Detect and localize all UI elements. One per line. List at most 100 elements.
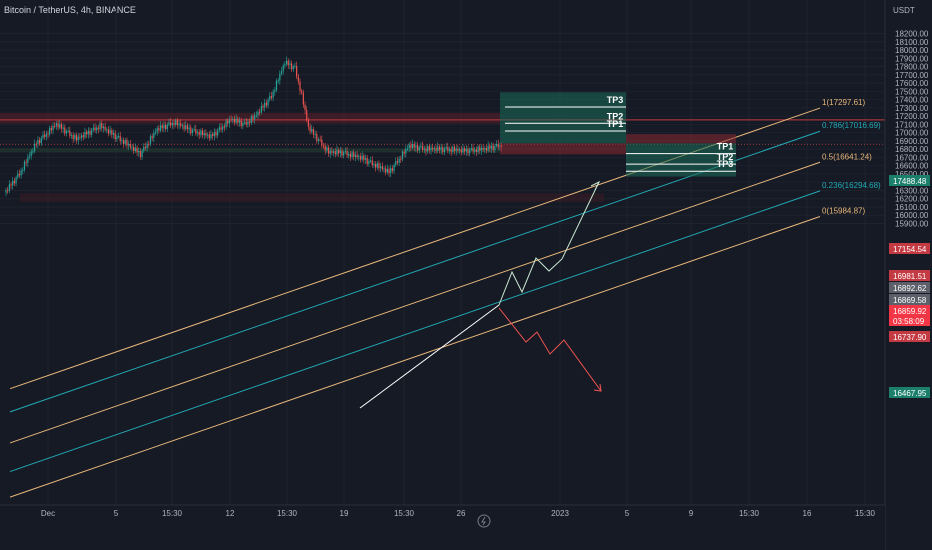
- candle-body: [368, 160, 370, 164]
- bullish-arrow-icon: [590, 180, 601, 191]
- candle-body: [252, 116, 254, 120]
- fib-label: 0.5(16641.24): [822, 152, 872, 161]
- price-tick-label: 16900.00: [895, 137, 929, 146]
- demand-zone: [20, 193, 604, 203]
- candle-body: [20, 170, 22, 176]
- candle-body: [364, 158, 367, 160]
- candle-body: [492, 145, 494, 151]
- candle-body: [299, 81, 301, 91]
- candle-body: [403, 151, 405, 154]
- candle-body: [398, 158, 400, 163]
- candle-body: [460, 149, 462, 153]
- candle-body: [201, 130, 204, 136]
- time-tick-label: 2023: [551, 509, 569, 518]
- candle-body: [383, 168, 385, 170]
- reset-icon[interactable]: [477, 514, 491, 528]
- candle-body: [406, 148, 409, 150]
- candle-body: [427, 146, 429, 152]
- candle-body: [317, 139, 320, 141]
- candle-body: [138, 150, 140, 153]
- price-tick-label: 17800.00: [895, 63, 929, 72]
- candle-body: [242, 122, 244, 127]
- chart-title: Bitcoin / TetherUS, 4h, BINANCE: [4, 5, 136, 15]
- candle-body: [354, 154, 357, 157]
- price-tag: [889, 315, 930, 326]
- candle-body: [285, 60, 288, 65]
- price-tick-label: 17900.00: [895, 54, 929, 63]
- candle-body: [348, 153, 350, 156]
- fib-label: 0(15984.87): [822, 206, 865, 215]
- candle-body: [144, 146, 147, 149]
- candle-body: [423, 148, 425, 150]
- price-tick-label: 18000.00: [895, 46, 929, 55]
- candle-body: [230, 119, 232, 121]
- candle-body: [240, 120, 242, 127]
- candle-body: [490, 145, 493, 149]
- candle-body: [102, 126, 105, 129]
- candle-body: [371, 160, 373, 165]
- candle-body: [178, 123, 180, 126]
- candle-body: [89, 130, 91, 135]
- candle-body: [200, 130, 202, 136]
- candle-body: [477, 146, 479, 153]
- candle-body: [257, 111, 259, 116]
- grid: [0, 0, 885, 505]
- time-axis[interactable]: Dec 5 15:30 12 15:30 19 15:30 26 2023 5 9 15:30 16 15…: [0, 504, 885, 550]
- candle-body: [69, 130, 71, 136]
- time-tick-label: 5: [114, 509, 119, 518]
- candle-body: [324, 145, 326, 151]
- candle-body: [287, 60, 289, 66]
- time-tick-label: 15:30: [277, 509, 298, 518]
- short-stop-zone: [626, 134, 736, 144]
- candle-body: [233, 118, 236, 123]
- candle-body: [87, 130, 89, 135]
- candle-body: [267, 99, 269, 106]
- candle-body: [42, 134, 44, 138]
- candle-body: [223, 126, 225, 128]
- price-tag: [889, 270, 930, 281]
- candle-body: [469, 149, 471, 154]
- candle-body: [149, 136, 152, 144]
- candle-body: [17, 173, 19, 178]
- candle-body: [302, 92, 304, 105]
- price-tick-label: 16800.00: [895, 145, 929, 154]
- long-target-label: TP3: [607, 95, 624, 105]
- price-tag-label: 16859.92: [893, 307, 927, 316]
- candle-body: [450, 149, 452, 152]
- candle-body: [274, 90, 276, 92]
- candle-body: [333, 151, 335, 153]
- resistance-zone: [0, 112, 500, 124]
- candle-body: [349, 153, 351, 158]
- candle-body: [75, 135, 78, 141]
- candle-body: [282, 65, 284, 72]
- candle-body: [329, 150, 331, 154]
- candle-body: [10, 184, 12, 186]
- candle-body: [339, 150, 341, 154]
- projection-paths: [359, 180, 602, 409]
- candle-body: [410, 144, 412, 149]
- candle-body: [280, 71, 283, 74]
- candle-body: [415, 145, 417, 148]
- candle-body: [47, 133, 49, 135]
- candle-body: [358, 156, 360, 158]
- candle-body: [292, 66, 294, 70]
- candle-body: [270, 96, 273, 98]
- candle-body: [190, 127, 192, 134]
- candle-body: [67, 130, 69, 132]
- candle-body: [235, 118, 237, 123]
- candle-body: [420, 145, 422, 148]
- candle-body: [188, 127, 190, 130]
- bullish-path: [498, 181, 600, 306]
- price-tick-label: 17400.00: [895, 96, 929, 105]
- candle-body: [482, 147, 484, 150]
- candle-body: [77, 136, 79, 141]
- candle-body: [168, 122, 170, 125]
- price-tick-label: 17600.00: [895, 79, 929, 88]
- candle-body: [92, 127, 94, 130]
- candle-body: [495, 144, 498, 146]
- support-zone: [0, 148, 500, 153]
- candle-body: [227, 120, 229, 124]
- time-tick-label: 19: [340, 509, 349, 518]
- bearish-path: [498, 307, 602, 392]
